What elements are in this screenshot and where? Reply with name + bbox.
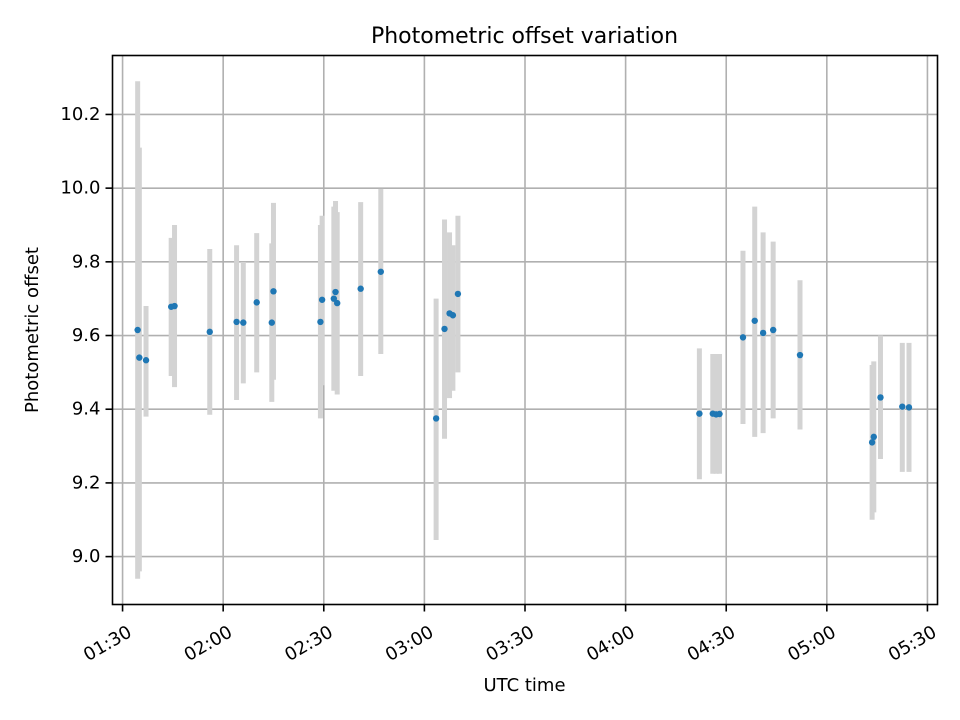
- grid: [112, 55, 938, 605]
- y-tick-label: 9.4: [72, 399, 101, 420]
- y-tick-label: 10.2: [60, 104, 100, 125]
- y-axis-label: Photometric offset: [22, 247, 43, 413]
- data-point: [134, 326, 141, 334]
- data-point: [454, 290, 462, 298]
- data-point: [377, 268, 384, 275]
- data-point: [233, 318, 240, 326]
- data-point: [796, 351, 804, 359]
- data-point: [240, 319, 247, 326]
- data-point: [253, 299, 260, 306]
- data-point: [870, 433, 877, 441]
- data-point: [317, 318, 324, 326]
- data-point: [268, 319, 275, 326]
- data-point: [449, 312, 457, 319]
- data-point: [206, 328, 213, 336]
- data-points: [134, 268, 913, 446]
- data-point: [899, 403, 906, 410]
- data-point: [739, 334, 747, 341]
- data-point: [171, 302, 178, 310]
- data-point: [357, 285, 364, 292]
- data-point: [441, 325, 448, 333]
- y-tick-label: 9.6: [72, 325, 101, 346]
- y-tick-label: 9.2: [72, 472, 101, 493]
- data-point: [769, 326, 777, 334]
- data-point: [333, 299, 341, 307]
- data-point: [905, 404, 913, 411]
- data-point: [759, 329, 767, 337]
- data-point: [696, 410, 703, 417]
- data-point: [136, 354, 143, 361]
- x-axis-label: UTC time: [483, 675, 565, 696]
- chart-title: Photometric offset variation: [371, 24, 678, 49]
- data-point: [716, 410, 723, 418]
- y-tick-label: 10.0: [60, 178, 100, 199]
- data-point: [270, 288, 277, 295]
- y-tick-label: 9.0: [72, 546, 101, 567]
- data-point: [330, 295, 338, 302]
- data-point: [142, 357, 150, 364]
- y-axis: 9.0 9.2 9.4 9.6 9.8 10.0 10.2: [60, 104, 113, 567]
- data-point: [868, 439, 876, 446]
- data-point: [432, 415, 440, 422]
- y-tick-label: 9.8: [72, 251, 101, 272]
- data-point: [332, 288, 339, 296]
- data-point: [877, 394, 884, 401]
- data-point: [318, 296, 326, 303]
- data-point: [751, 317, 758, 324]
